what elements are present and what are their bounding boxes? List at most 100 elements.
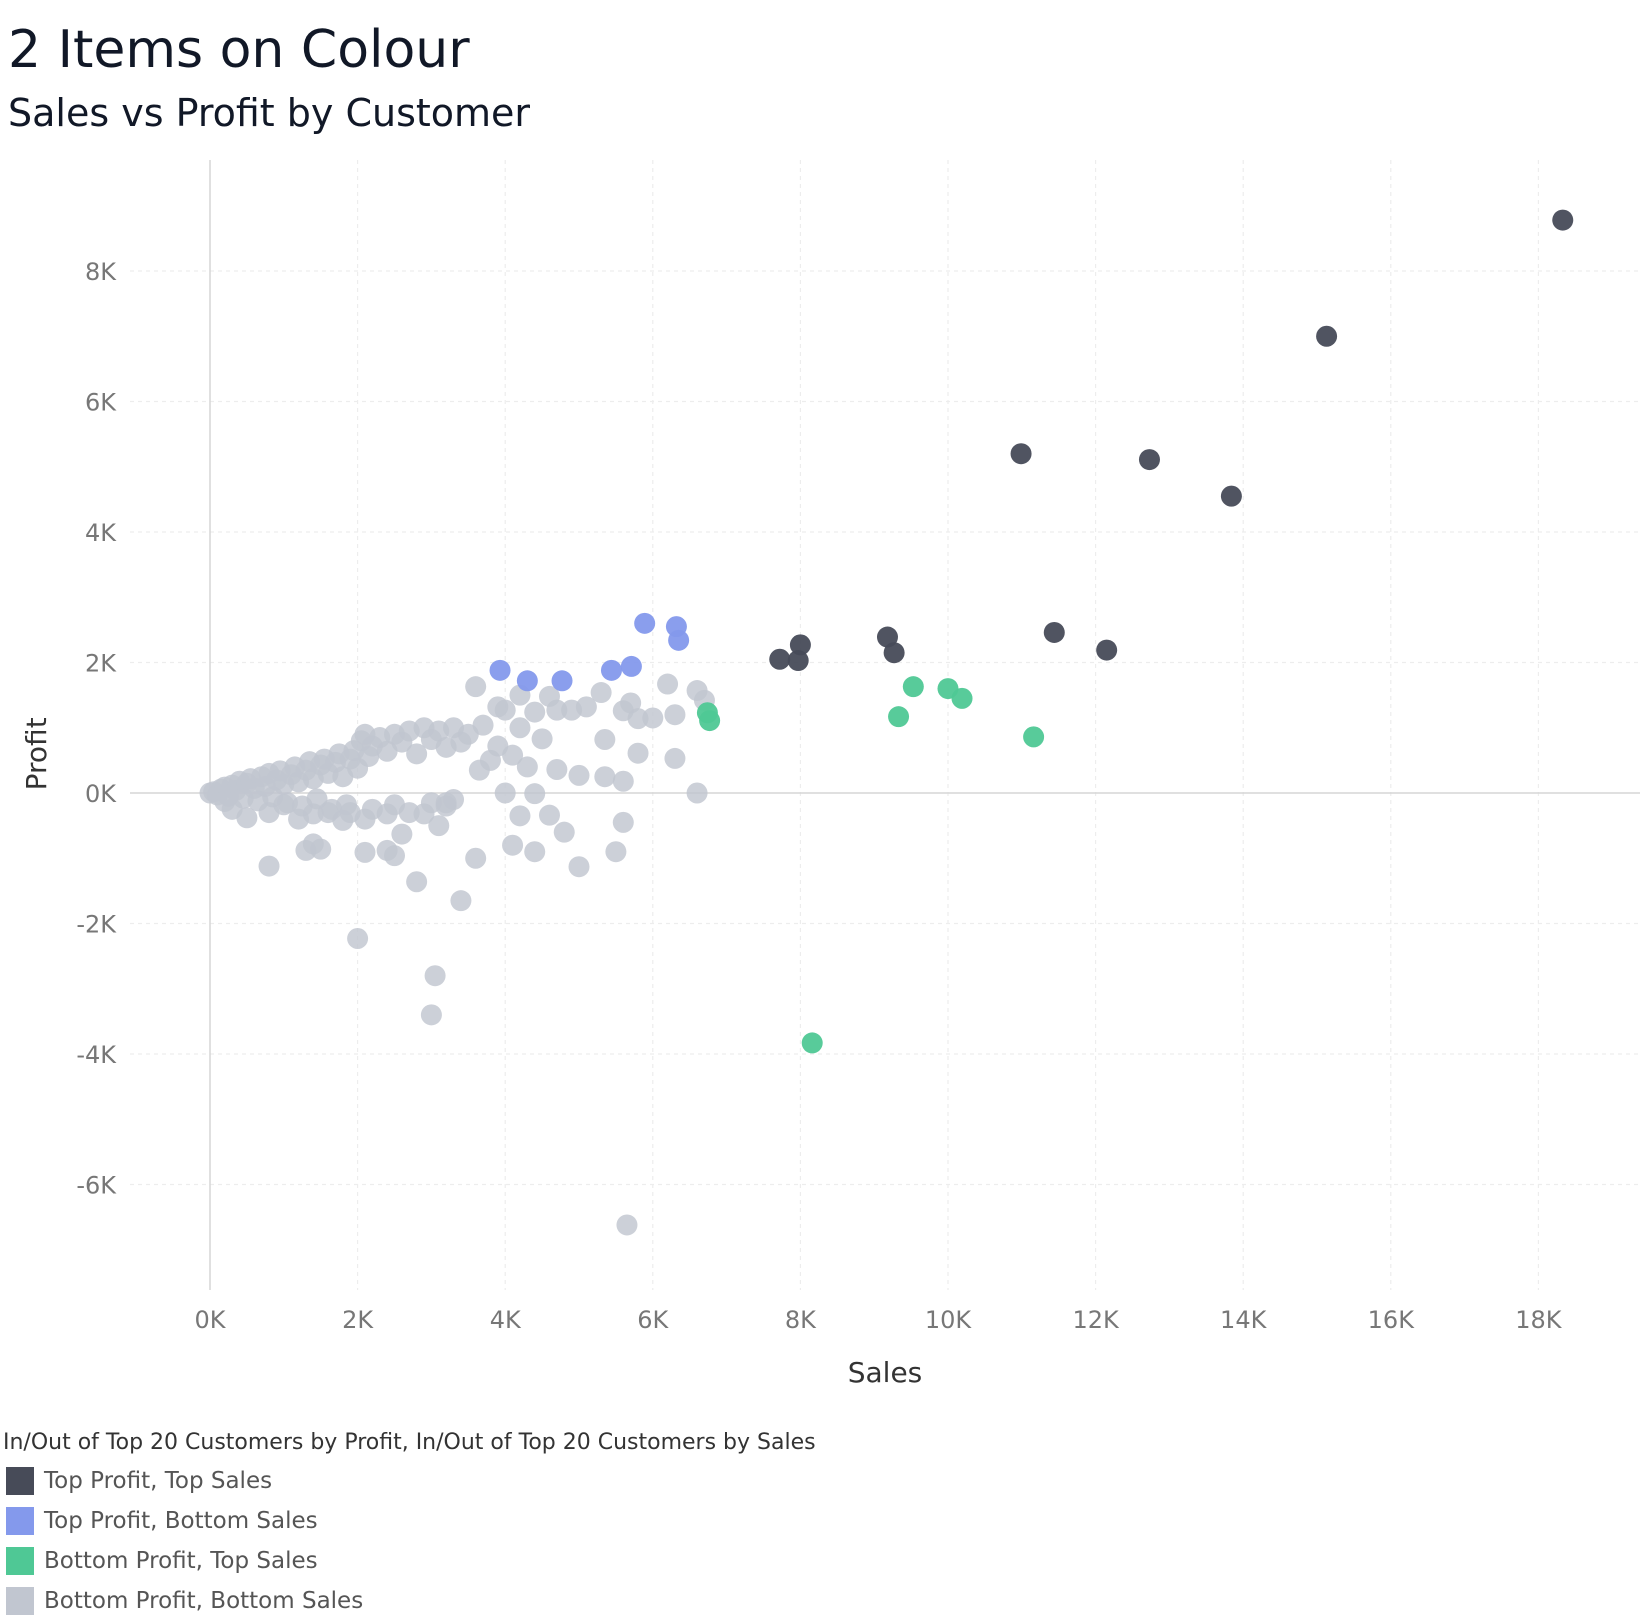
data-point (468, 759, 490, 781)
data-point (568, 764, 590, 786)
data-point (642, 707, 664, 729)
y-tick-label: 8K (85, 258, 117, 286)
data-point (1552, 209, 1574, 231)
data-point (686, 782, 708, 804)
data-point (1316, 325, 1338, 347)
data-point (664, 704, 686, 726)
chart-title: 2 Items on Colour (8, 20, 470, 80)
legend-item-top-profit-top-sales[interactable]: Top Profit, Top Sales (3, 1461, 816, 1501)
y-axis-title: Profit (20, 717, 53, 790)
data-point (594, 766, 616, 788)
legend-label: Bottom Profit, Bottom Sales (44, 1588, 364, 1614)
data-point (258, 855, 280, 877)
x-tick-label: 16K (1368, 1306, 1416, 1334)
data-point (236, 807, 258, 829)
legend-label: Bottom Profit, Top Sales (44, 1548, 318, 1574)
y-tick-label: 0K (85, 780, 117, 808)
data-point (664, 747, 686, 769)
legend: In/Out of Top 20 Customers by Profit, In… (3, 1430, 816, 1621)
x-tick-label: 8K (785, 1306, 817, 1334)
x-tick-label: 10K (925, 1306, 973, 1334)
legend-item-top-profit-bottom-sales[interactable]: Top Profit, Bottom Sales (3, 1501, 816, 1541)
data-point (612, 770, 634, 792)
legend-label: Top Profit, Top Sales (44, 1468, 273, 1494)
data-point (472, 714, 494, 736)
data-point (465, 676, 487, 698)
data-point (627, 708, 649, 730)
data-point (524, 841, 546, 863)
data-point (531, 728, 553, 750)
data-point (634, 612, 656, 634)
data-point (538, 804, 560, 826)
data-point (546, 759, 568, 781)
legend-title: In/Out of Top 20 Customers by Profit, In… (3, 1430, 816, 1455)
data-point (1023, 726, 1045, 748)
legend-swatch (6, 1547, 34, 1575)
x-tick-label: 12K (1072, 1306, 1120, 1334)
data-point (951, 687, 973, 709)
x-tick-label: 14K (1220, 1306, 1268, 1334)
data-point (620, 655, 642, 677)
x-axis-title: Sales (848, 1356, 923, 1389)
data-point (354, 841, 376, 863)
data-point (769, 648, 791, 670)
data-point (553, 821, 575, 843)
data-point (787, 650, 809, 672)
data-point (657, 673, 679, 695)
data-point (524, 701, 546, 723)
data-point (699, 710, 721, 732)
data-point (1096, 639, 1118, 661)
data-point (347, 928, 369, 950)
data-point (605, 841, 627, 863)
legend-item-bottom-profit-bottom-sales[interactable]: Bottom Profit, Bottom Sales (3, 1581, 816, 1621)
data-point (450, 890, 472, 912)
data-point (801, 1032, 823, 1054)
data-point (902, 676, 924, 698)
data-point (509, 805, 531, 827)
data-point (551, 670, 573, 692)
data-point (424, 965, 446, 987)
data-point (509, 717, 531, 739)
x-tick-label: 4K (490, 1306, 522, 1334)
data-point (594, 728, 616, 750)
data-point (883, 642, 905, 664)
y-tick-label: -4K (76, 1041, 117, 1069)
legend-swatch (6, 1587, 34, 1615)
data-point (494, 699, 516, 721)
data-point (546, 699, 568, 721)
scatter-plot: 0K 2K 4K 6K 8K 10K 12K 14K 16K 18K -6K -4K -2K 0K 2K 4K… (20, 160, 1640, 1389)
data-point (428, 815, 450, 837)
data-point (489, 659, 511, 681)
legend-swatch (6, 1507, 34, 1535)
chart-subtitle: Sales vs Profit by Customer (8, 91, 531, 135)
data-point (494, 782, 516, 804)
data-point (391, 823, 413, 845)
y-tick-label: 6K (85, 389, 117, 417)
data-point (435, 792, 457, 814)
y-tick-label: 2K (85, 650, 117, 678)
data-point (406, 871, 428, 893)
data-point (465, 847, 487, 869)
data-point (406, 743, 428, 765)
data-point (627, 742, 649, 764)
data-point (590, 682, 612, 704)
data-point (789, 634, 811, 656)
data-point (1043, 621, 1065, 643)
data-point (575, 696, 597, 718)
data-point (568, 856, 590, 878)
x-tick-label: 6K (637, 1306, 669, 1334)
legend-swatch (6, 1467, 34, 1495)
data-point (1138, 449, 1160, 471)
legend-item-bottom-profit-top-sales[interactable]: Bottom Profit, Top Sales (3, 1541, 816, 1581)
data-point (420, 1004, 442, 1026)
x-tick-label: 2K (342, 1306, 374, 1334)
data-point (516, 670, 538, 692)
y-tick-label: 4K (85, 519, 117, 547)
data-point (1220, 485, 1242, 507)
y-tick-label: -2K (76, 911, 117, 939)
legend-label: Top Profit, Bottom Sales (44, 1508, 318, 1534)
data-point (502, 744, 524, 766)
data-point (273, 794, 295, 816)
data-point (888, 706, 910, 728)
data-point (876, 626, 898, 648)
